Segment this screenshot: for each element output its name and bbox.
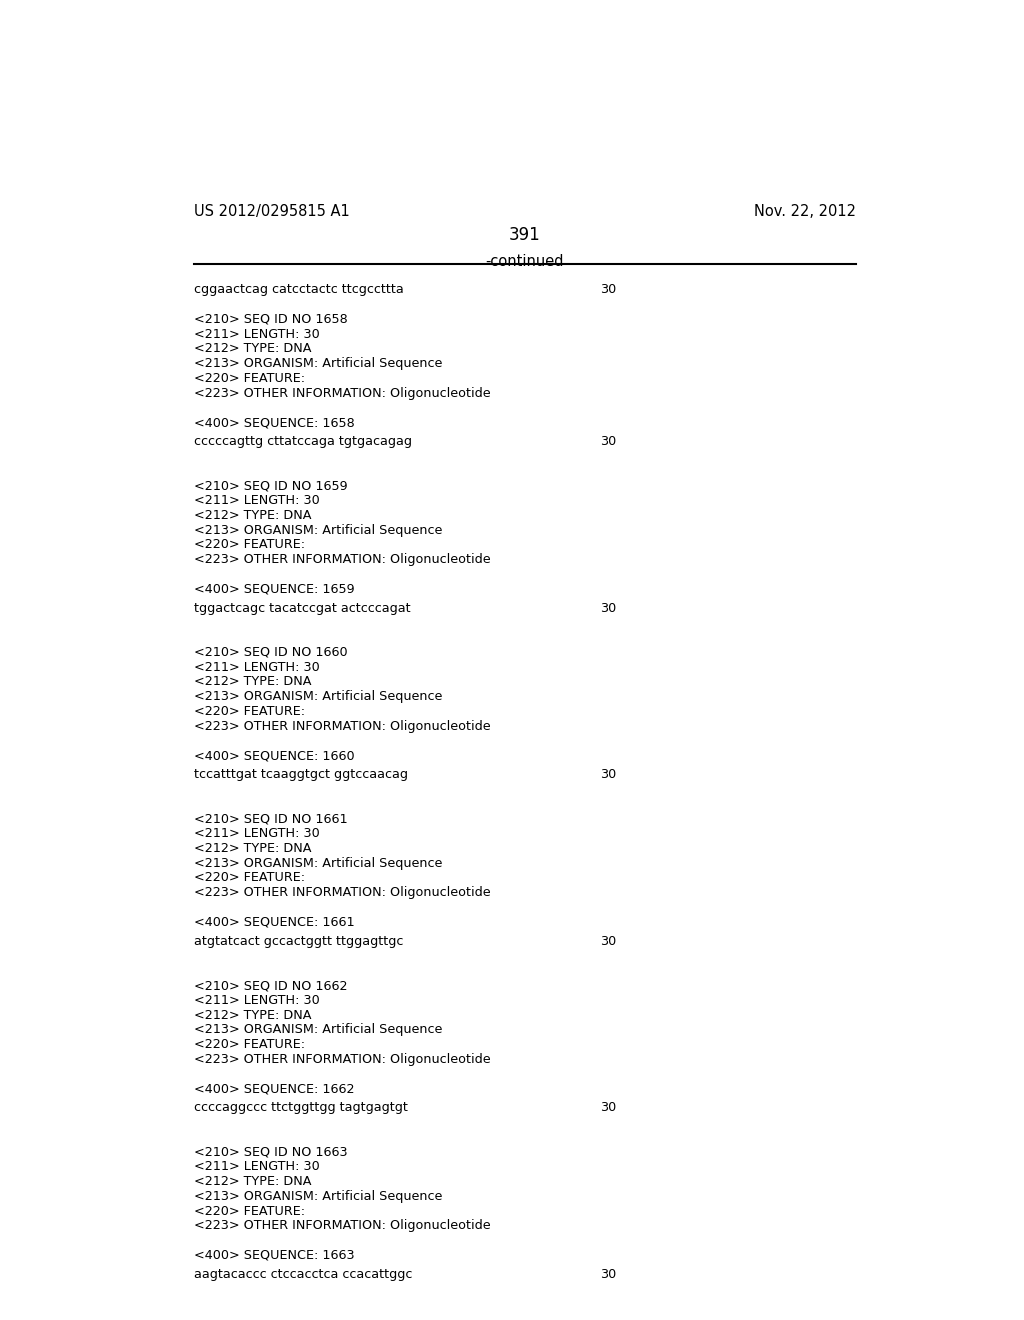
Text: 30: 30 [600,935,616,948]
Text: 30: 30 [600,1269,616,1280]
Text: <212> TYPE: DNA: <212> TYPE: DNA [194,342,311,355]
Text: <210> SEQ ID NO 1663: <210> SEQ ID NO 1663 [194,1146,347,1159]
Text: <210> SEQ ID NO 1658: <210> SEQ ID NO 1658 [194,313,347,326]
Text: <223> OTHER INFORMATION: Oligonucleotide: <223> OTHER INFORMATION: Oligonucleotide [194,886,490,899]
Text: <223> OTHER INFORMATION: Oligonucleotide: <223> OTHER INFORMATION: Oligonucleotide [194,1053,490,1065]
Text: <212> TYPE: DNA: <212> TYPE: DNA [194,1008,311,1022]
Text: tccatttgat tcaaggtgct ggtccaacag: tccatttgat tcaaggtgct ggtccaacag [194,768,408,781]
Text: <212> TYPE: DNA: <212> TYPE: DNA [194,510,311,521]
Text: <220> FEATURE:: <220> FEATURE: [194,871,305,884]
Text: <210> SEQ ID NO 1660: <210> SEQ ID NO 1660 [194,645,347,659]
Text: <211> LENGTH: 30: <211> LENGTH: 30 [194,327,319,341]
Text: 30: 30 [600,284,616,297]
Text: <213> ORGANISM: Artificial Sequence: <213> ORGANISM: Artificial Sequence [194,1023,442,1036]
Text: <210> SEQ ID NO 1661: <210> SEQ ID NO 1661 [194,813,347,825]
Text: <400> SEQUENCE: 1661: <400> SEQUENCE: 1661 [194,916,354,929]
Text: <223> OTHER INFORMATION: Oligonucleotide: <223> OTHER INFORMATION: Oligonucleotide [194,553,490,566]
Text: 30: 30 [600,1101,616,1114]
Text: <211> LENGTH: 30: <211> LENGTH: 30 [194,1160,319,1173]
Text: 30: 30 [600,768,616,781]
Text: <212> TYPE: DNA: <212> TYPE: DNA [194,1175,311,1188]
Text: <223> OTHER INFORMATION: Oligonucleotide: <223> OTHER INFORMATION: Oligonucleotide [194,1220,490,1233]
Text: <211> LENGTH: 30: <211> LENGTH: 30 [194,494,319,507]
Text: ccccaggccc ttctggttgg tagtgagtgt: ccccaggccc ttctggttgg tagtgagtgt [194,1101,408,1114]
Text: cggaactcag catcctactc ttcgccttta: cggaactcag catcctactc ttcgccttta [194,284,403,297]
Text: <220> FEATURE:: <220> FEATURE: [194,539,305,552]
Text: <213> ORGANISM: Artificial Sequence: <213> ORGANISM: Artificial Sequence [194,857,442,870]
Text: -continued: -continued [485,253,564,269]
Text: <400> SEQUENCE: 1660: <400> SEQUENCE: 1660 [194,750,354,762]
Text: <400> SEQUENCE: 1662: <400> SEQUENCE: 1662 [194,1082,354,1096]
Text: <211> LENGTH: 30: <211> LENGTH: 30 [194,661,319,673]
Text: <210> SEQ ID NO 1659: <210> SEQ ID NO 1659 [194,479,347,492]
Text: <400> SEQUENCE: 1659: <400> SEQUENCE: 1659 [194,582,354,595]
Text: 30: 30 [600,602,616,615]
Text: aagtacaccc ctccacctca ccacattggc: aagtacaccc ctccacctca ccacattggc [194,1269,413,1280]
Text: cccccagttg cttatccaga tgtgacagag: cccccagttg cttatccaga tgtgacagag [194,436,412,449]
Text: Nov. 22, 2012: Nov. 22, 2012 [754,205,856,219]
Text: <210> SEQ ID NO 1662: <210> SEQ ID NO 1662 [194,979,347,993]
Text: 30: 30 [600,436,616,449]
Text: <212> TYPE: DNA: <212> TYPE: DNA [194,842,311,855]
Text: <213> ORGANISM: Artificial Sequence: <213> ORGANISM: Artificial Sequence [194,524,442,537]
Text: <213> ORGANISM: Artificial Sequence: <213> ORGANISM: Artificial Sequence [194,690,442,704]
Text: 391: 391 [509,227,541,244]
Text: <213> ORGANISM: Artificial Sequence: <213> ORGANISM: Artificial Sequence [194,358,442,370]
Text: <220> FEATURE:: <220> FEATURE: [194,372,305,385]
Text: <211> LENGTH: 30: <211> LENGTH: 30 [194,994,319,1007]
Text: <213> ORGANISM: Artificial Sequence: <213> ORGANISM: Artificial Sequence [194,1189,442,1203]
Text: <212> TYPE: DNA: <212> TYPE: DNA [194,676,311,689]
Text: US 2012/0295815 A1: US 2012/0295815 A1 [194,205,349,219]
Text: <400> SEQUENCE: 1663: <400> SEQUENCE: 1663 [194,1249,354,1262]
Text: tggactcagc tacatccgat actcccagat: tggactcagc tacatccgat actcccagat [194,602,411,615]
Text: <220> FEATURE:: <220> FEATURE: [194,1038,305,1051]
Text: <223> OTHER INFORMATION: Oligonucleotide: <223> OTHER INFORMATION: Oligonucleotide [194,387,490,400]
Text: <211> LENGTH: 30: <211> LENGTH: 30 [194,828,319,841]
Text: <223> OTHER INFORMATION: Oligonucleotide: <223> OTHER INFORMATION: Oligonucleotide [194,719,490,733]
Text: <220> FEATURE:: <220> FEATURE: [194,1205,305,1217]
Text: <220> FEATURE:: <220> FEATURE: [194,705,305,718]
Text: atgtatcact gccactggtt ttggagttgc: atgtatcact gccactggtt ttggagttgc [194,935,403,948]
Text: <400> SEQUENCE: 1658: <400> SEQUENCE: 1658 [194,416,354,429]
